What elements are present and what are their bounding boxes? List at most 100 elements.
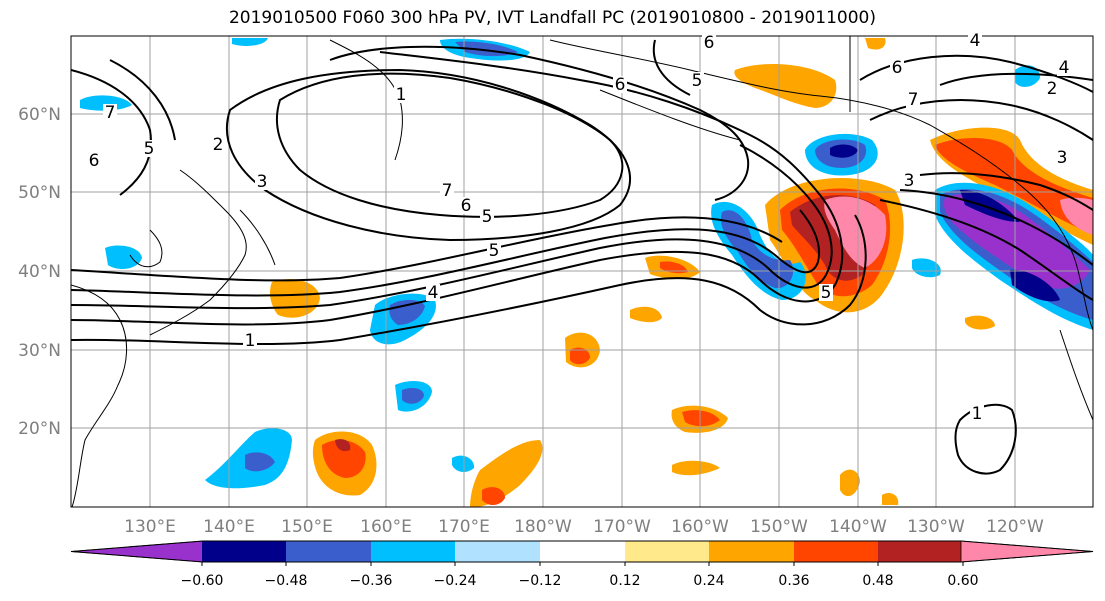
contour-label-bg <box>243 332 257 349</box>
contour-label: 4 <box>1059 58 1070 78</box>
contour-label-bg <box>690 72 704 89</box>
longitude-tick-label: 150°W <box>750 517 808 537</box>
positive-anomaly-region <box>734 64 837 108</box>
contour-label: 6 <box>704 33 715 53</box>
positive-anomaly-region <box>322 439 366 478</box>
negative-anomaly-region <box>720 210 794 289</box>
contour-label-bg <box>142 140 156 157</box>
colorbar-tick-label: 0.36 <box>778 573 809 589</box>
colorbar-tick-label: −0.60 <box>181 573 224 589</box>
colorbar-tick-label: −0.24 <box>434 573 477 589</box>
contour-label-bg <box>440 182 454 199</box>
contour-label-bg <box>906 91 920 108</box>
longitude-tick-label: 160°W <box>671 517 729 537</box>
longitude-tick-label: 150°E <box>281 517 333 537</box>
longitude-tick-label: 180°W <box>514 517 572 537</box>
negative-anomaly-region <box>1015 65 1040 87</box>
contour-label-bg <box>211 136 225 153</box>
contour-label-bg <box>426 284 440 301</box>
latitude-tick-label: 30°N <box>18 341 61 361</box>
positive-anomaly-region <box>660 261 688 274</box>
colorbar-segment <box>625 541 709 562</box>
positive-anomaly-region <box>630 306 662 323</box>
contour-label: 1 <box>245 331 256 351</box>
longitude-tick-label: 120°W <box>986 517 1044 537</box>
contour-label-bg <box>487 242 501 259</box>
contour-label: 1 <box>396 85 407 105</box>
negative-anomaly-region <box>830 144 858 158</box>
latitude-labels: 60°N 50°N 40°N 30°N 20°N <box>18 105 61 439</box>
colorbar-tick-label: 0.24 <box>693 573 724 589</box>
negative-anomaly-region <box>232 38 268 46</box>
latitude-tick-label: 60°N <box>18 105 61 125</box>
positive-anomaly-region <box>840 469 860 497</box>
colorbar-tick-label: −0.36 <box>350 573 393 589</box>
colorbar <box>70 540 1094 563</box>
positive-anomaly-region <box>672 460 720 476</box>
contour-label: 5 <box>692 71 703 91</box>
contour-label: 3 <box>904 171 915 191</box>
colorbar-tick-label: −0.48 <box>265 573 308 589</box>
contour-label: 1 <box>972 404 983 424</box>
graticule <box>71 36 1093 507</box>
contour-label: 5 <box>821 283 832 303</box>
colorbar-segment <box>371 541 455 562</box>
contour-label-bg <box>819 284 833 301</box>
positive-anomaly-region <box>824 196 887 268</box>
positive-anomaly-region <box>865 38 886 50</box>
contour-label: 6 <box>615 75 626 95</box>
contour-label-bg <box>968 32 982 49</box>
positive-anomaly-region <box>482 487 505 506</box>
negative-anomaly-region <box>105 245 142 270</box>
contour-label: 7 <box>105 103 116 123</box>
contour-label: 7 <box>442 181 453 201</box>
contour-label: 2 <box>1047 79 1058 99</box>
contour-label: 7 <box>908 90 919 110</box>
contour-label-bg <box>87 152 101 169</box>
contour-label: 6 <box>461 196 472 216</box>
latitude-tick-label: 40°N <box>18 262 61 282</box>
colorbar-max-extend <box>960 540 1094 563</box>
negative-anomaly-region <box>943 194 1090 289</box>
colorbar-tick-label: −0.12 <box>519 573 562 589</box>
plot-frame <box>70 35 1094 508</box>
colorbar-segment <box>878 541 963 562</box>
contour-label-bg <box>255 173 269 190</box>
contour-label-bg <box>459 197 473 214</box>
longitude-tick-label: 160°E <box>360 517 412 537</box>
contour-label: 4 <box>970 31 981 51</box>
contour-label-bg <box>1045 80 1059 97</box>
contour-label-bg <box>1055 149 1069 166</box>
longitude-tick-label: 130°E <box>124 517 176 537</box>
map-title: 2019010500 F060 300 hPa PV, IVT Landfall… <box>228 8 876 28</box>
contour-label-bg <box>902 172 916 189</box>
colorbar-segment <box>286 541 371 562</box>
positive-anomaly-region <box>882 493 899 505</box>
colorbar-tick-label: 0.48 <box>862 573 893 589</box>
negative-anomaly-region <box>80 95 132 111</box>
longitude-tick-label: 140°W <box>829 517 887 537</box>
latitude-tick-label: 20°N <box>18 419 61 439</box>
colorbar-segment <box>202 541 286 562</box>
negative-anomaly-region <box>402 388 424 404</box>
longitude-tick-label: 130°W <box>907 517 965 537</box>
colorbar-min-extend <box>70 540 204 563</box>
contour-label: 6 <box>892 58 903 78</box>
contour-label: 6 <box>89 151 100 171</box>
positive-anomaly-region <box>470 440 543 507</box>
latitude-tick-label: 50°N <box>18 183 61 203</box>
contour-label: 5 <box>482 207 493 227</box>
contour-label-bg <box>890 59 904 76</box>
positive-anomaly-region <box>935 138 1093 235</box>
longitude-tick-label: 140°E <box>203 517 255 537</box>
colorbar-segment <box>794 541 878 562</box>
contour-label: 5 <box>489 241 500 261</box>
pv-contours <box>71 39 1093 475</box>
contour-label: 4 <box>428 283 439 303</box>
positive-anomaly-region <box>335 439 351 452</box>
contour-label-bg <box>970 405 984 422</box>
negative-anomaly-region <box>452 455 475 472</box>
longitude-tick-label: 170°E <box>438 517 490 537</box>
positive-anomaly-region <box>912 258 941 278</box>
